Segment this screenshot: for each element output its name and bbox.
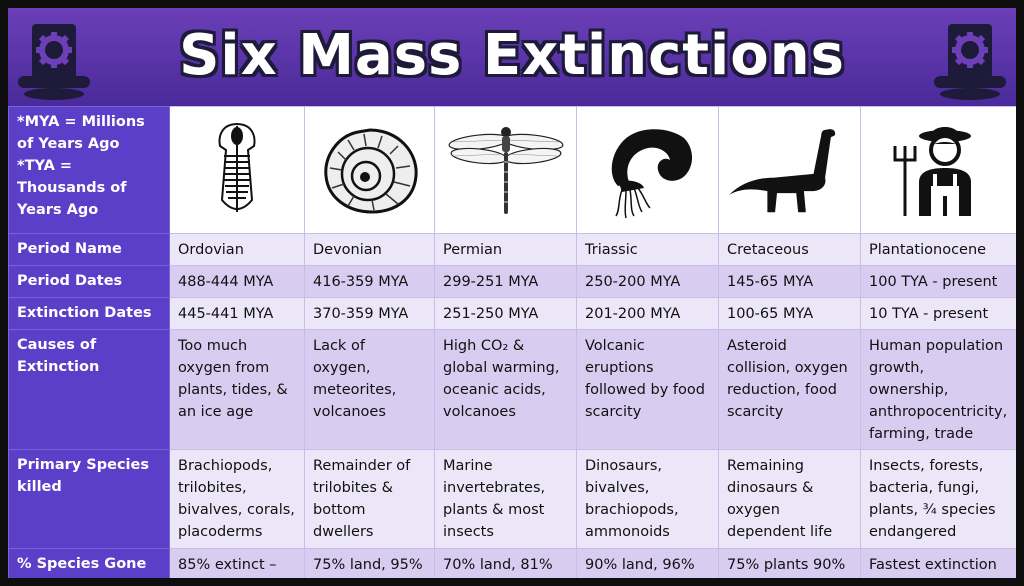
species-gone-row: % Species Gone 85% extinct – all marine … <box>8 548 1016 578</box>
species-killed: Dinosaurs, bivalves, brachiopods, ammono… <box>576 449 719 549</box>
image-cell <box>304 106 435 234</box>
extinction-dates: 445-441 MYA <box>169 297 305 330</box>
causes: Too much oxygen from plants, tides, & an… <box>169 329 305 450</box>
species-gone: 85% extinct – all marine <box>169 548 305 578</box>
period-dates: 299-251 MYA <box>434 265 577 298</box>
causes-row: Causes of Extinction Too much oxygen fro… <box>8 329 1016 450</box>
species-gone: 75% plants 90% animals <box>718 548 861 578</box>
farmer-with-pitchfork-icon <box>893 127 971 216</box>
row-label: Period Dates <box>8 265 170 298</box>
row-label: Causes of Extinction <box>8 329 170 450</box>
image-cell <box>860 106 1016 234</box>
image-cell <box>718 106 861 234</box>
page-title: Six Mass Extinctions <box>179 23 845 88</box>
period-name: Plantationocene <box>860 233 1016 266</box>
period-name: Ordovian <box>169 233 305 266</box>
species-killed: Brachiopods, trilobites, bivalves, coral… <box>169 449 305 549</box>
period-name-row: Period Name Ordovian Devonian Permian Tr… <box>8 233 1016 266</box>
species-row: Primary Species killed Brachiopods, tril… <box>8 449 1016 549</box>
causes: Lack of oxygen, meteorites, volcanoes <box>304 329 435 450</box>
species-gone: Fastest extinction rate by 10-100x <box>860 548 1016 578</box>
header-banner: Six Mass Extinctions <box>8 8 1016 106</box>
trilobite-icon <box>218 122 256 212</box>
period-dates: 416-359 MYA <box>304 265 435 298</box>
image-cell <box>169 106 305 234</box>
image-row: *MYA = Millions of Years Ago *TYA = Thou… <box>8 106 1016 234</box>
extinction-dates-row: Extinction Dates 445-441 MYA 370-359 MYA… <box>8 297 1016 330</box>
row-label: Extinction Dates <box>8 297 170 330</box>
infographic: Six Mass Extinctions *MYA = Millions of … <box>8 8 1016 578</box>
species-gone: 90% land, 96% marine <box>576 548 719 578</box>
species-gone: 70% land, 81% marine <box>434 548 577 578</box>
extinction-dates: 251-250 MYA <box>434 297 577 330</box>
period-name: Triassic <box>576 233 719 266</box>
extinction-dates: 10 TYA - present <box>860 297 1016 330</box>
period-dates: 100 TYA - present <box>860 265 1016 298</box>
period-dates: 488-444 MYA <box>169 265 305 298</box>
ammonoid-silhouette-icon <box>611 129 692 219</box>
period-dates-row: Period Dates 488-444 MYA 416-359 MYA 299… <box>8 265 1016 298</box>
species-killed: Remaining dinosaurs & oxygen dependent l… <box>718 449 861 549</box>
image-cell <box>576 106 719 234</box>
row-label: Primary Species killed <box>8 449 170 549</box>
top-hat-gear-icon <box>18 24 90 100</box>
species-killed: Remainder of trilobites & bottom dweller… <box>304 449 435 549</box>
extinction-dates: 100-65 MYA <box>718 297 861 330</box>
dragonfly-icon <box>448 127 563 214</box>
abbreviation-note: *MYA = Millions of Years Ago *TYA = Thou… <box>8 106 170 234</box>
period-name: Devonian <box>304 233 435 266</box>
period-name: Permian <box>434 233 577 266</box>
top-hat-gear-icon <box>934 24 1006 100</box>
sauropod-dinosaur-icon <box>728 129 836 213</box>
period-dates: 250-200 MYA <box>576 265 719 298</box>
causes: Volcanic eruptions followed by food scar… <box>576 329 719 450</box>
row-label: Period Name <box>8 233 170 266</box>
causes: Asteroid collision, oxygen reduction, fo… <box>718 329 861 450</box>
period-dates: 145-65 MYA <box>718 265 861 298</box>
row-label: % Species Gone <box>8 548 170 578</box>
species-killed: Marine invertebrates, plants & most inse… <box>434 449 577 549</box>
species-gone: 75% land, 95% marine <box>304 548 435 578</box>
causes: Human population growth, ownership, anth… <box>860 329 1016 450</box>
ammonite-icon <box>323 128 418 214</box>
causes: High CO₂ & global warming, oceanic acids… <box>434 329 577 450</box>
extinctions-table: *MYA = Millions of Years Ago *TYA = Thou… <box>8 106 1016 578</box>
species-killed: Insects, forests, bacteria, fungi, plant… <box>860 449 1016 549</box>
extinction-dates: 370-359 MYA <box>304 297 435 330</box>
image-cell <box>434 106 577 234</box>
period-name: Cretaceous <box>718 233 861 266</box>
extinction-dates: 201-200 MYA <box>576 297 719 330</box>
